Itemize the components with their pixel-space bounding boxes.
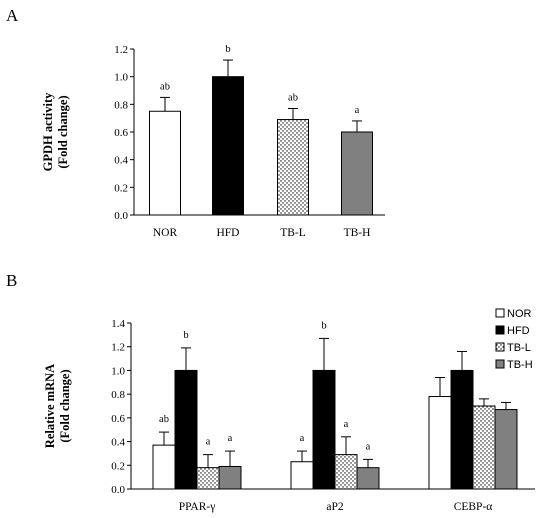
x-tick-label: HFD <box>216 227 239 239</box>
panel-a-letter: A <box>6 6 19 25</box>
bar <box>149 110 181 216</box>
y-axis-label-line2: (Fold change) <box>58 369 72 442</box>
panel-b-letter: B <box>6 271 17 290</box>
bar <box>290 461 314 490</box>
y-tick-label: 0.0 <box>114 210 128 222</box>
significance-letter: b <box>321 320 326 331</box>
legend-label: NOR <box>507 308 532 320</box>
y-tick-label: 0.4 <box>111 437 125 449</box>
y-axis-label-line1: Relative mRNA <box>43 364 57 448</box>
bar <box>312 369 336 490</box>
y-tick-label: 1.0 <box>114 72 128 84</box>
x-tick-label: TB-L <box>280 227 306 239</box>
legend-label: TB-L <box>507 342 531 354</box>
legend-swatch <box>495 342 505 352</box>
significance-letter: ab <box>160 81 170 92</box>
legend-label: TB-H <box>507 359 533 371</box>
y-tick-label: 0.8 <box>111 389 125 401</box>
legend-swatch <box>495 359 505 369</box>
y-tick-label: 1.2 <box>111 342 125 354</box>
bar <box>152 444 176 490</box>
bar <box>428 396 452 490</box>
significance-letter: a <box>206 437 211 448</box>
bar <box>450 369 474 490</box>
y-tick-label: 0.0 <box>111 484 125 496</box>
bar <box>472 405 496 490</box>
y-tick-label: 1.4 <box>111 318 125 330</box>
y-tick-label: 1.0 <box>111 365 125 377</box>
significance-letter: b <box>225 44 230 55</box>
significance-letter: b <box>183 330 188 341</box>
x-tick-label: aP2 <box>326 501 344 513</box>
bar <box>356 467 380 490</box>
significance-letter: ab <box>159 414 169 425</box>
significance-letter: a <box>300 433 305 444</box>
legend-swatch <box>495 325 505 335</box>
significance-letter: a <box>228 433 233 444</box>
significance-letter: a <box>355 105 360 116</box>
y-tick-label: 0.2 <box>111 460 125 472</box>
y-tick-label: 0.2 <box>114 182 128 194</box>
y-tick-label: 0.6 <box>114 127 128 139</box>
y-tick-label: 0.4 <box>114 155 128 167</box>
bar <box>212 76 244 216</box>
legend-label: HFD <box>507 325 530 337</box>
bar <box>196 467 220 490</box>
bar <box>174 369 198 490</box>
bar <box>218 465 242 490</box>
y-axis-label-line1: GPDH activity <box>41 92 55 172</box>
y-axis-label-line2: (Fold change) <box>56 95 70 168</box>
legend-swatch <box>495 308 505 318</box>
significance-letter: a <box>344 419 349 430</box>
legend: NOR HFD TB-L TB-H <box>495 308 533 371</box>
bar <box>334 454 358 490</box>
bar <box>277 119 309 216</box>
x-tick-label: NOR <box>153 227 178 239</box>
bar <box>341 131 373 216</box>
significance-letter: ab <box>288 92 298 103</box>
x-tick-label: CEBP-α <box>454 501 493 513</box>
y-tick-label: 0.8 <box>114 99 128 111</box>
x-tick-label: PPAR-γ <box>179 501 216 513</box>
significance-letter: a <box>366 441 371 452</box>
x-tick-label: TB-H <box>344 227 371 239</box>
y-tick-label: 1.2 <box>114 44 128 56</box>
bar <box>494 409 518 490</box>
y-tick-label: 0.6 <box>111 413 125 425</box>
chart-a: 0.0 0.2 0.4 0.6 0.8 1.0 1.2 GPDH activity (Fold … <box>41 44 385 239</box>
chart-b: 0.0 0.2 0.4 0.6 0.8 1.0 1.2 1.4 Relative mRNA (Fo… <box>43 308 535 513</box>
